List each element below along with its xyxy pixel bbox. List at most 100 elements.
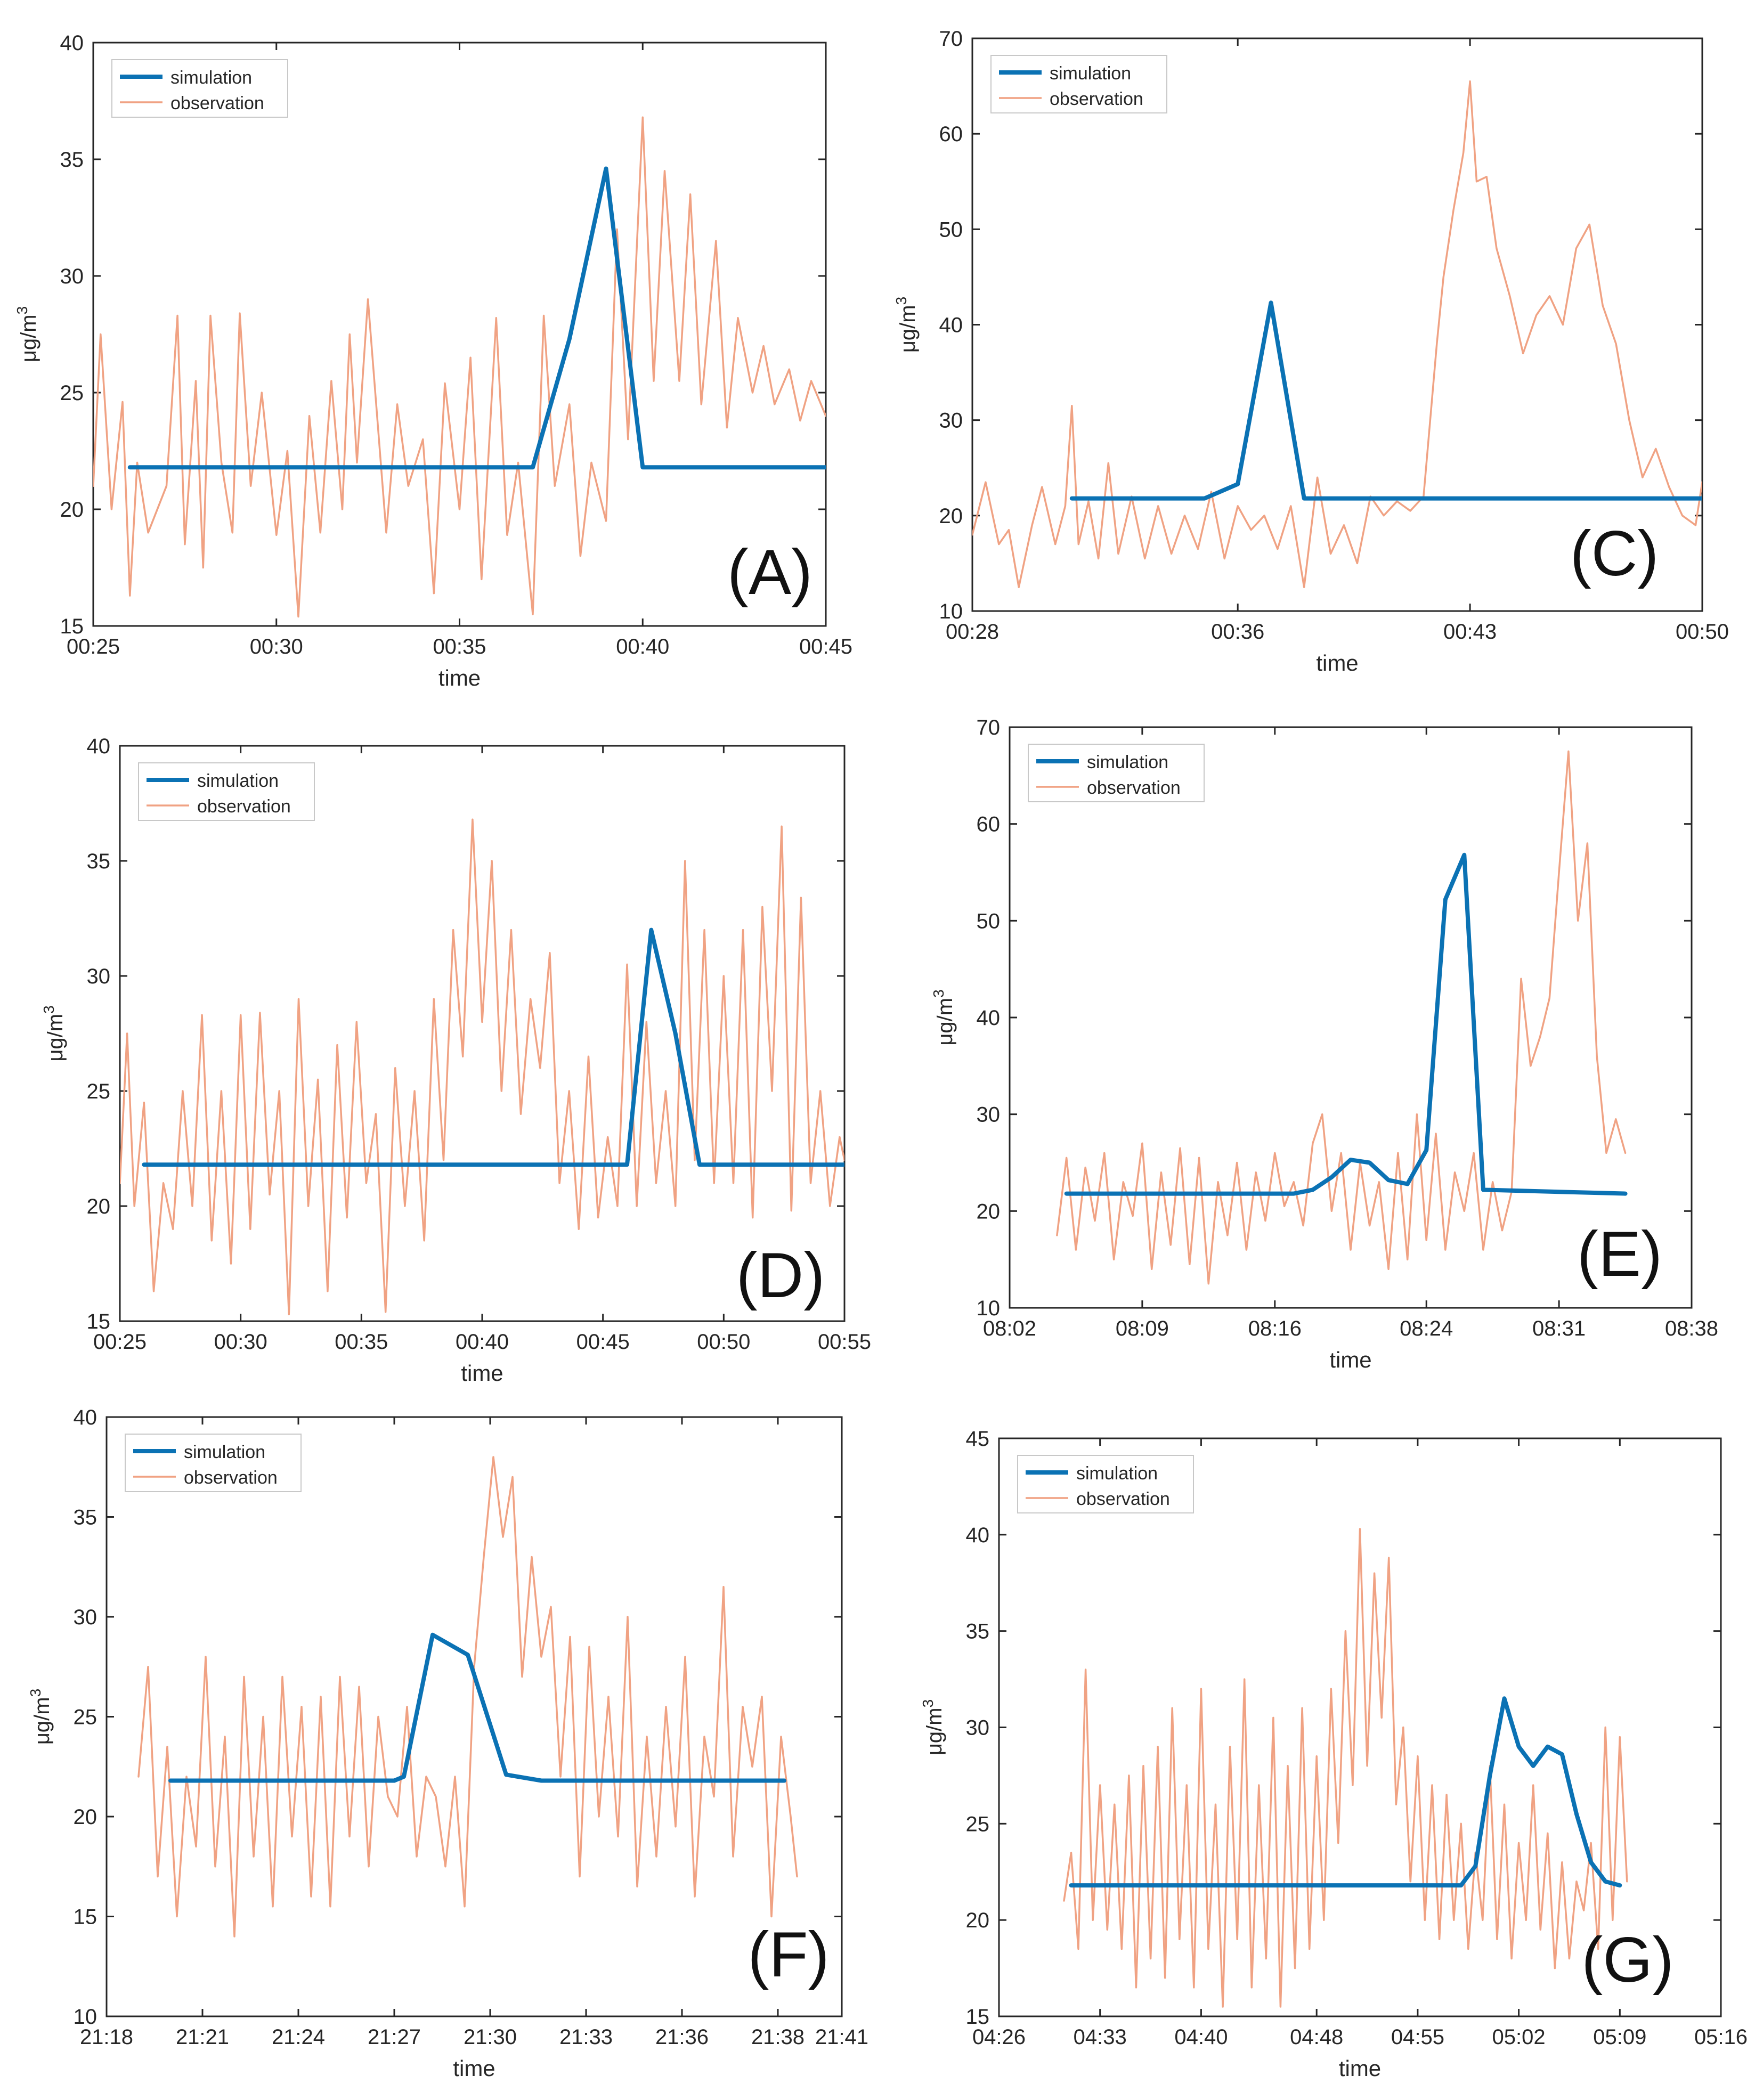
x-tick-label: 05:09 — [1593, 2025, 1646, 2049]
series-line-simulation — [142, 927, 844, 1167]
y-axis-label: μg/m3 — [27, 1689, 54, 1745]
x-tick-label: 04:40 — [1174, 2025, 1228, 2049]
y-tick-label: 30 — [60, 265, 84, 288]
y-tick-label: 45 — [966, 1427, 990, 1451]
x-tick-label: 05:02 — [1492, 2025, 1546, 2049]
y-axis-label-superscript: 3 — [27, 1689, 44, 1697]
series-line-simulation — [1069, 1696, 1622, 1888]
panel-label: (F) — [748, 1919, 829, 1990]
panel-label: (A) — [727, 536, 812, 608]
y-tick-label: 10 — [939, 600, 963, 623]
y-axis-label-unit: μg/m — [17, 314, 40, 362]
y-tick-label: 40 — [74, 1406, 98, 1429]
y-axis-label-superscript: 3 — [893, 297, 909, 305]
x-tick-label: 00:30 — [214, 1330, 267, 1354]
x-axis-label: time — [453, 2056, 495, 2081]
y-tick-label: 40 — [966, 1524, 990, 1547]
y-axis-label: μg/m3 — [14, 306, 40, 362]
x-tick-label: 04:33 — [1074, 2025, 1127, 2049]
series-line-observation — [1056, 750, 1627, 1285]
y-axis-label-unit: μg/m — [30, 1697, 54, 1745]
y-axis-label-superscript: 3 — [14, 306, 30, 315]
y-tick-label: 15 — [87, 1310, 111, 1333]
y-tick-label: 70 — [977, 716, 1001, 739]
legend-box — [1017, 1455, 1194, 1513]
y-tick-label: 25 — [966, 1812, 990, 1836]
y-axis-label-superscript: 3 — [930, 989, 947, 998]
x-tick-label: 04:48 — [1290, 2025, 1343, 2049]
x-tick-label: 00:30 — [250, 635, 303, 658]
y-tick-label: 15 — [74, 1906, 98, 1929]
legend-box — [125, 1434, 302, 1492]
panel-label: (D) — [736, 1240, 825, 1311]
y-tick-label: 20 — [977, 1200, 1001, 1223]
panel-label: (E) — [1577, 1218, 1662, 1290]
y-tick-label: 70 — [939, 27, 963, 51]
x-tick-label: 08:24 — [1400, 1317, 1453, 1340]
panel-label: (C) — [1570, 518, 1659, 589]
y-tick-label: 20 — [939, 504, 963, 528]
x-tick-label: 00:25 — [67, 635, 120, 658]
x-axis-label: time — [1339, 2056, 1381, 2081]
legend-box — [1028, 744, 1205, 802]
legend-label-simulation: simulation — [1050, 63, 1131, 84]
y-axis-label-unit: μg/m — [896, 305, 920, 353]
x-tick-label: 04:26 — [972, 2025, 1026, 2049]
x-tick-label: 00:35 — [433, 635, 486, 658]
y-tick-label: 50 — [977, 909, 1001, 933]
x-tick-label: 21:33 — [559, 2025, 613, 2049]
x-tick-label: 00:50 — [697, 1330, 750, 1354]
y-tick-label: 15 — [966, 2005, 990, 2029]
y-tick-label: 35 — [87, 850, 111, 873]
chart-panel-6: 15 20 25 30 35 40 45 04:26 04:33 04:40 04:48 04:55 0… — [920, 1427, 1748, 2081]
panels: 15 20 25 30 35 40 00:25 00:30 00:35 00:40 00:45 tim… — [14, 27, 1748, 2081]
x-tick-label: 04:55 — [1391, 2025, 1444, 2049]
y-tick-label: 60 — [977, 813, 1001, 836]
panel-label: (G) — [1581, 1924, 1673, 1996]
plot-area — [971, 37, 1703, 612]
legend-label-simulation: simulation — [184, 1442, 265, 1462]
y-axis-label-superscript: 3 — [40, 1005, 57, 1014]
x-axis-label: time — [438, 665, 481, 690]
y-axis-label-unit: μg/m — [44, 1014, 67, 1062]
y-tick-label: 20 — [74, 1805, 98, 1829]
legend-label-observation: observation — [1050, 89, 1143, 109]
legend-label-observation: observation — [170, 93, 264, 113]
legend-box — [138, 762, 315, 821]
y-tick-label: 20 — [60, 498, 84, 522]
x-tick-label: 00:43 — [1443, 620, 1497, 644]
series-line-simulation — [1069, 300, 1702, 501]
x-tick-label: 00:45 — [576, 1330, 630, 1354]
x-tick-label: 00:35 — [335, 1330, 388, 1354]
chart-panel-2: 10 20 30 40 50 60 70 00:28 00:36 00:43 00:50 time μg… — [893, 27, 1729, 675]
y-tick-label: 10 — [74, 2005, 98, 2029]
x-tick-label: 00:25 — [93, 1330, 147, 1354]
y-axis-label: μg/m3 — [930, 989, 957, 1045]
x-tick-label: 00:45 — [799, 635, 852, 658]
series-line-simulation — [1064, 852, 1628, 1196]
y-tick-label: 35 — [60, 148, 84, 172]
y-tick-label: 40 — [87, 735, 111, 758]
y-tick-label: 35 — [966, 1620, 990, 1643]
chart-panel-3: 15 20 25 30 35 40 00:25 00:30 00:35 00:40 00:45 00:… — [40, 735, 871, 1386]
y-tick-label: 30 — [939, 409, 963, 433]
plot-area — [1009, 726, 1693, 1309]
series-line-observation — [137, 1456, 798, 1938]
legend-label-observation: observation — [1076, 1489, 1170, 1509]
legend-label-observation: observation — [197, 796, 291, 817]
y-axis-label: μg/m3 — [893, 297, 920, 353]
series-line-observation — [93, 116, 826, 618]
y-axis-label-unit: μg/m — [933, 998, 957, 1046]
x-tick-label: 21:38 — [751, 2025, 805, 2049]
legend-box — [111, 59, 288, 118]
x-tick-label: 00:40 — [616, 635, 669, 658]
y-tick-label: 10 — [977, 1297, 1001, 1320]
y-tick-label: 25 — [60, 381, 84, 405]
y-tick-label: 30 — [966, 1716, 990, 1740]
x-tick-label: 00:36 — [1211, 620, 1264, 644]
y-tick-label: 40 — [60, 31, 84, 55]
plot-area — [92, 42, 827, 627]
chart-panel-4: 10 20 30 40 50 60 70 08:02 08:09 08:16 08:24 08:31 0… — [930, 716, 1718, 1372]
x-tick-label: 21:30 — [464, 2025, 517, 2049]
